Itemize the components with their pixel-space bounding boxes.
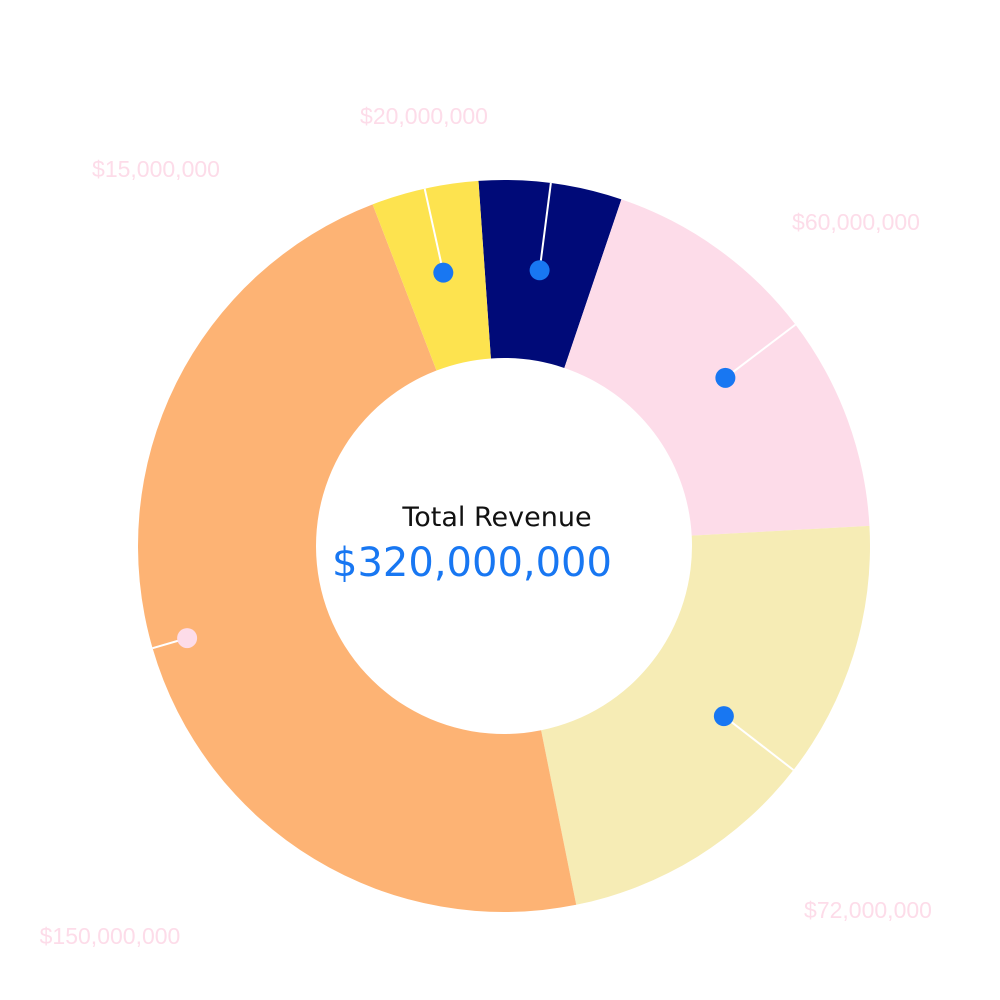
donut-slice-2: [564, 199, 870, 536]
slice-marker-1: [529, 260, 550, 281]
slice-label-3: $72,000,000: [804, 897, 932, 923]
donut-slice-3: [541, 525, 871, 905]
donut-slice-5: [372, 180, 491, 371]
leader-line-5: [423, 188, 445, 273]
donut-slice-4: [137, 204, 577, 913]
slice-label-4: $150,000,000: [40, 923, 181, 949]
leader-line-1: [538, 182, 552, 271]
leader-line-3: [723, 715, 795, 771]
slice-marker-4: [177, 628, 198, 649]
slice-label-1: $20,000,000: [360, 103, 488, 129]
slice-marker-2: [715, 367, 736, 388]
slices-layer: [137, 179, 871, 913]
center-title: Total Revenue: [401, 502, 591, 533]
donut-slice-1: [478, 179, 622, 368]
leader-lines-layer: [152, 182, 797, 771]
slice-label-5: $15,000,000: [92, 156, 220, 182]
center-total-value: $320,000,000: [332, 540, 612, 586]
slice-marker-3: [713, 706, 734, 727]
slice-label-2: $60,000,000: [792, 209, 920, 235]
slice-labels-layer: $20,000,000 $60,000,000 $72,000,000 $150,00…: [40, 103, 932, 949]
leader-line-2: [724, 323, 797, 379]
slice-marker-5: [433, 262, 454, 283]
